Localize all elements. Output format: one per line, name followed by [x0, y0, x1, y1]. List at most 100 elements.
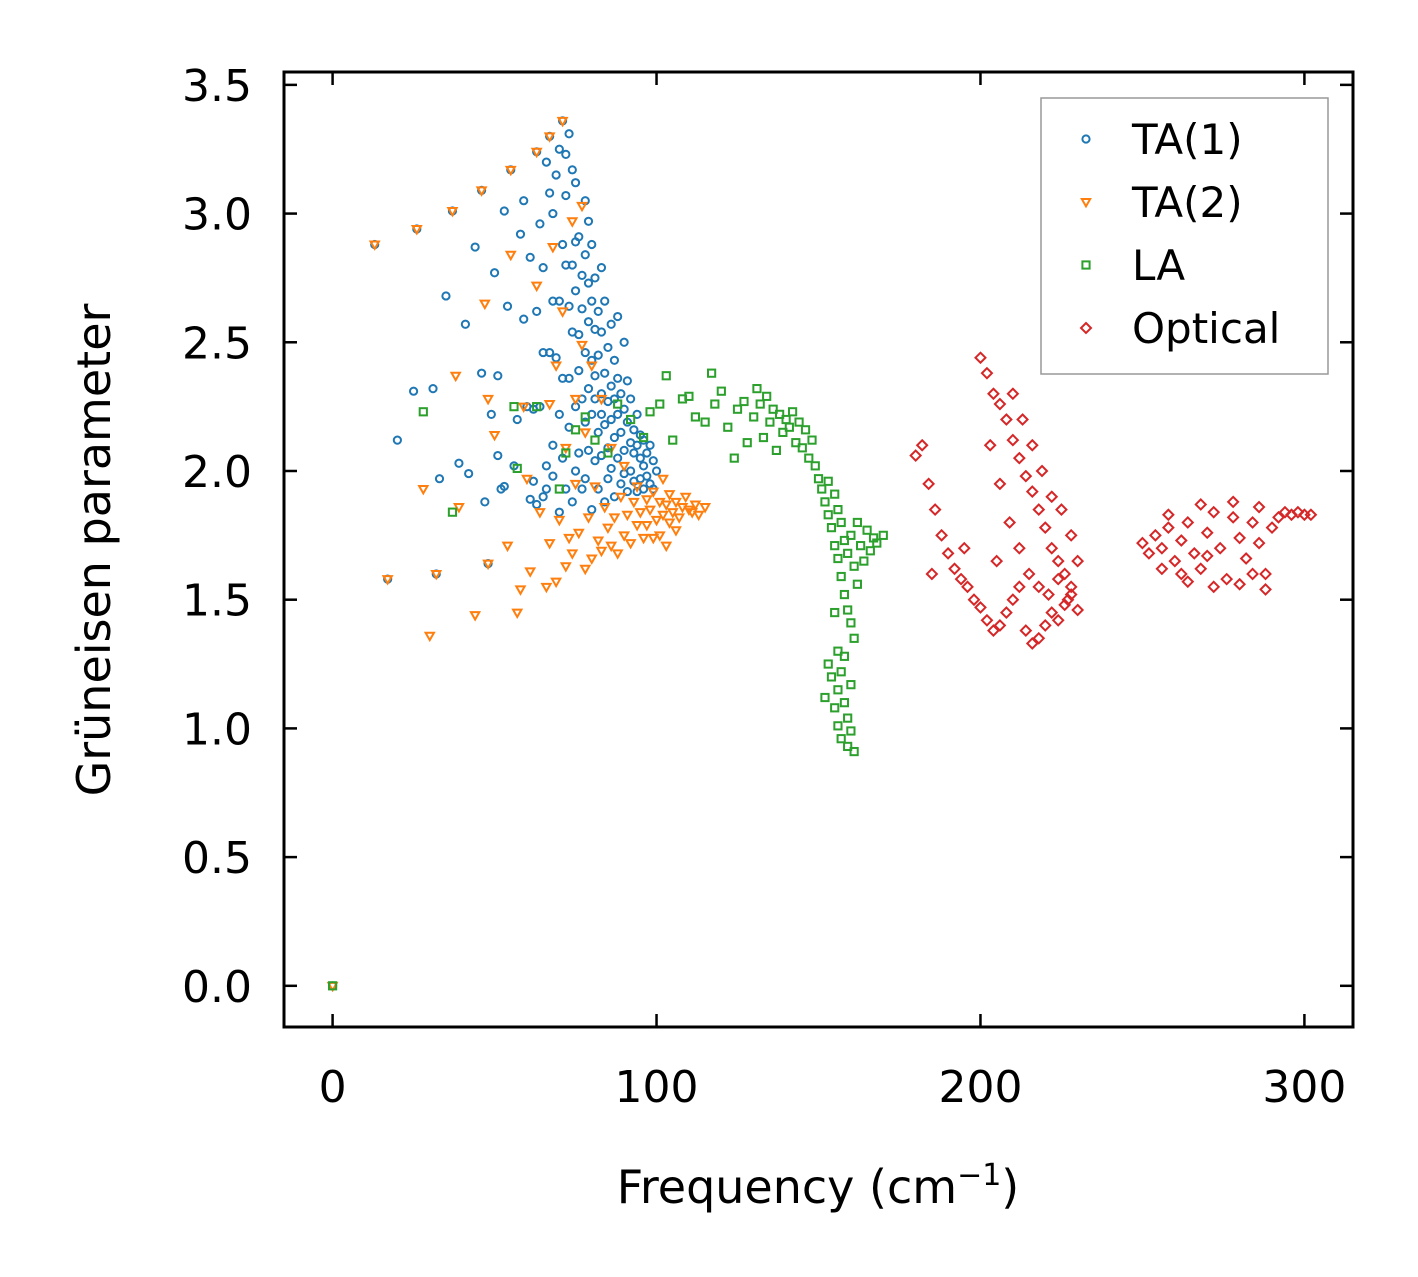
data-point: [830, 489, 840, 499]
data-point: [807, 435, 817, 445]
data-point: [653, 531, 666, 542]
data-point: [499, 206, 509, 216]
data-point: [836, 571, 846, 582]
data-point: [587, 296, 597, 306]
data-point: [548, 471, 558, 481]
data-point: [800, 425, 811, 435]
data-point: [1058, 567, 1072, 581]
data-point: [608, 513, 621, 524]
data-point: [546, 243, 559, 254]
data-point: [622, 376, 632, 386]
data-point: [993, 397, 1007, 411]
data-point: [593, 350, 603, 360]
data-point: [570, 466, 581, 476]
data-point: [538, 263, 548, 273]
data-point: [576, 340, 588, 352]
data-point: [836, 517, 846, 528]
data-point: [574, 365, 584, 376]
data-point: [775, 409, 785, 419]
data-point: [632, 440, 642, 450]
y-axis-label: Grüneisen parameter: [67, 303, 121, 796]
data-point: [1168, 554, 1182, 568]
data-point: [810, 461, 820, 471]
data-point: [1207, 580, 1221, 594]
data-point: [631, 521, 644, 532]
data-point: [583, 278, 594, 288]
x-tick-label: 300: [1262, 1062, 1346, 1113]
data-point: [554, 484, 564, 494]
data-point: [590, 371, 600, 381]
data-point: [755, 399, 765, 409]
data-point: [1200, 526, 1214, 540]
data-point: [823, 476, 833, 486]
data-point: [1071, 554, 1085, 568]
data-point: [541, 157, 551, 167]
data-point: [590, 435, 600, 445]
data-point: [1006, 387, 1020, 401]
legend-box: [1040, 97, 1329, 375]
data-point: [606, 319, 616, 329]
legend-entry: TA(1): [1081, 115, 1243, 164]
data-point: [1142, 546, 1156, 560]
data-point: [368, 240, 381, 251]
data-point: [504, 165, 517, 177]
data-point: [381, 575, 394, 586]
data-point: [1239, 552, 1253, 565]
data-point: [519, 314, 529, 324]
data-point: [629, 448, 639, 458]
data-point: [820, 497, 830, 507]
data-point: [663, 518, 676, 529]
data-point: [915, 438, 929, 452]
data-point: [1016, 413, 1029, 426]
data-point: [559, 562, 572, 573]
data-point: [1003, 516, 1017, 529]
data-point: [600, 420, 610, 430]
data-point: [596, 409, 607, 419]
data-point: [999, 413, 1013, 426]
data-point: [545, 188, 555, 198]
data-point: [1064, 588, 1078, 601]
x-axis-label-superscript: −1: [957, 1158, 1001, 1193]
data-point: [954, 572, 968, 586]
data-point: [554, 409, 564, 419]
data-point: [580, 417, 590, 427]
data-point: [813, 474, 824, 484]
data-point: [648, 456, 658, 466]
data-point: [430, 569, 443, 581]
data-point: [836, 734, 846, 744]
legend-entry: TA(2): [1080, 178, 1243, 227]
data-point: [574, 448, 584, 458]
data-point: [622, 486, 632, 497]
data-point: [606, 381, 616, 391]
data-point: [823, 510, 833, 520]
data-point: [567, 260, 577, 270]
data-point: [666, 508, 679, 519]
data-point: [1032, 503, 1046, 517]
data-point: [797, 443, 807, 453]
data-point: [732, 404, 743, 414]
data-point: [638, 484, 649, 494]
data-point: [710, 399, 720, 409]
data-point: [545, 347, 555, 358]
data-point: [551, 170, 561, 180]
data-point: [670, 526, 682, 537]
data-point: [839, 535, 850, 546]
data-point: [1019, 469, 1033, 483]
data-point: [1252, 536, 1266, 550]
data-point: [833, 646, 843, 656]
data-point: [1246, 567, 1259, 581]
data-point: [577, 304, 587, 314]
data-point: [574, 329, 584, 340]
data-point: [587, 239, 597, 250]
data-point: [660, 541, 673, 553]
data-point: [613, 409, 623, 419]
data-point: [616, 427, 626, 437]
data-point: [595, 546, 608, 558]
data-point: [1025, 637, 1039, 650]
data-point: [570, 286, 581, 296]
data-point: [577, 484, 587, 494]
data-point: [689, 500, 702, 511]
data-point: [843, 713, 853, 723]
data-point: [598, 503, 611, 514]
data-point: [533, 508, 546, 519]
